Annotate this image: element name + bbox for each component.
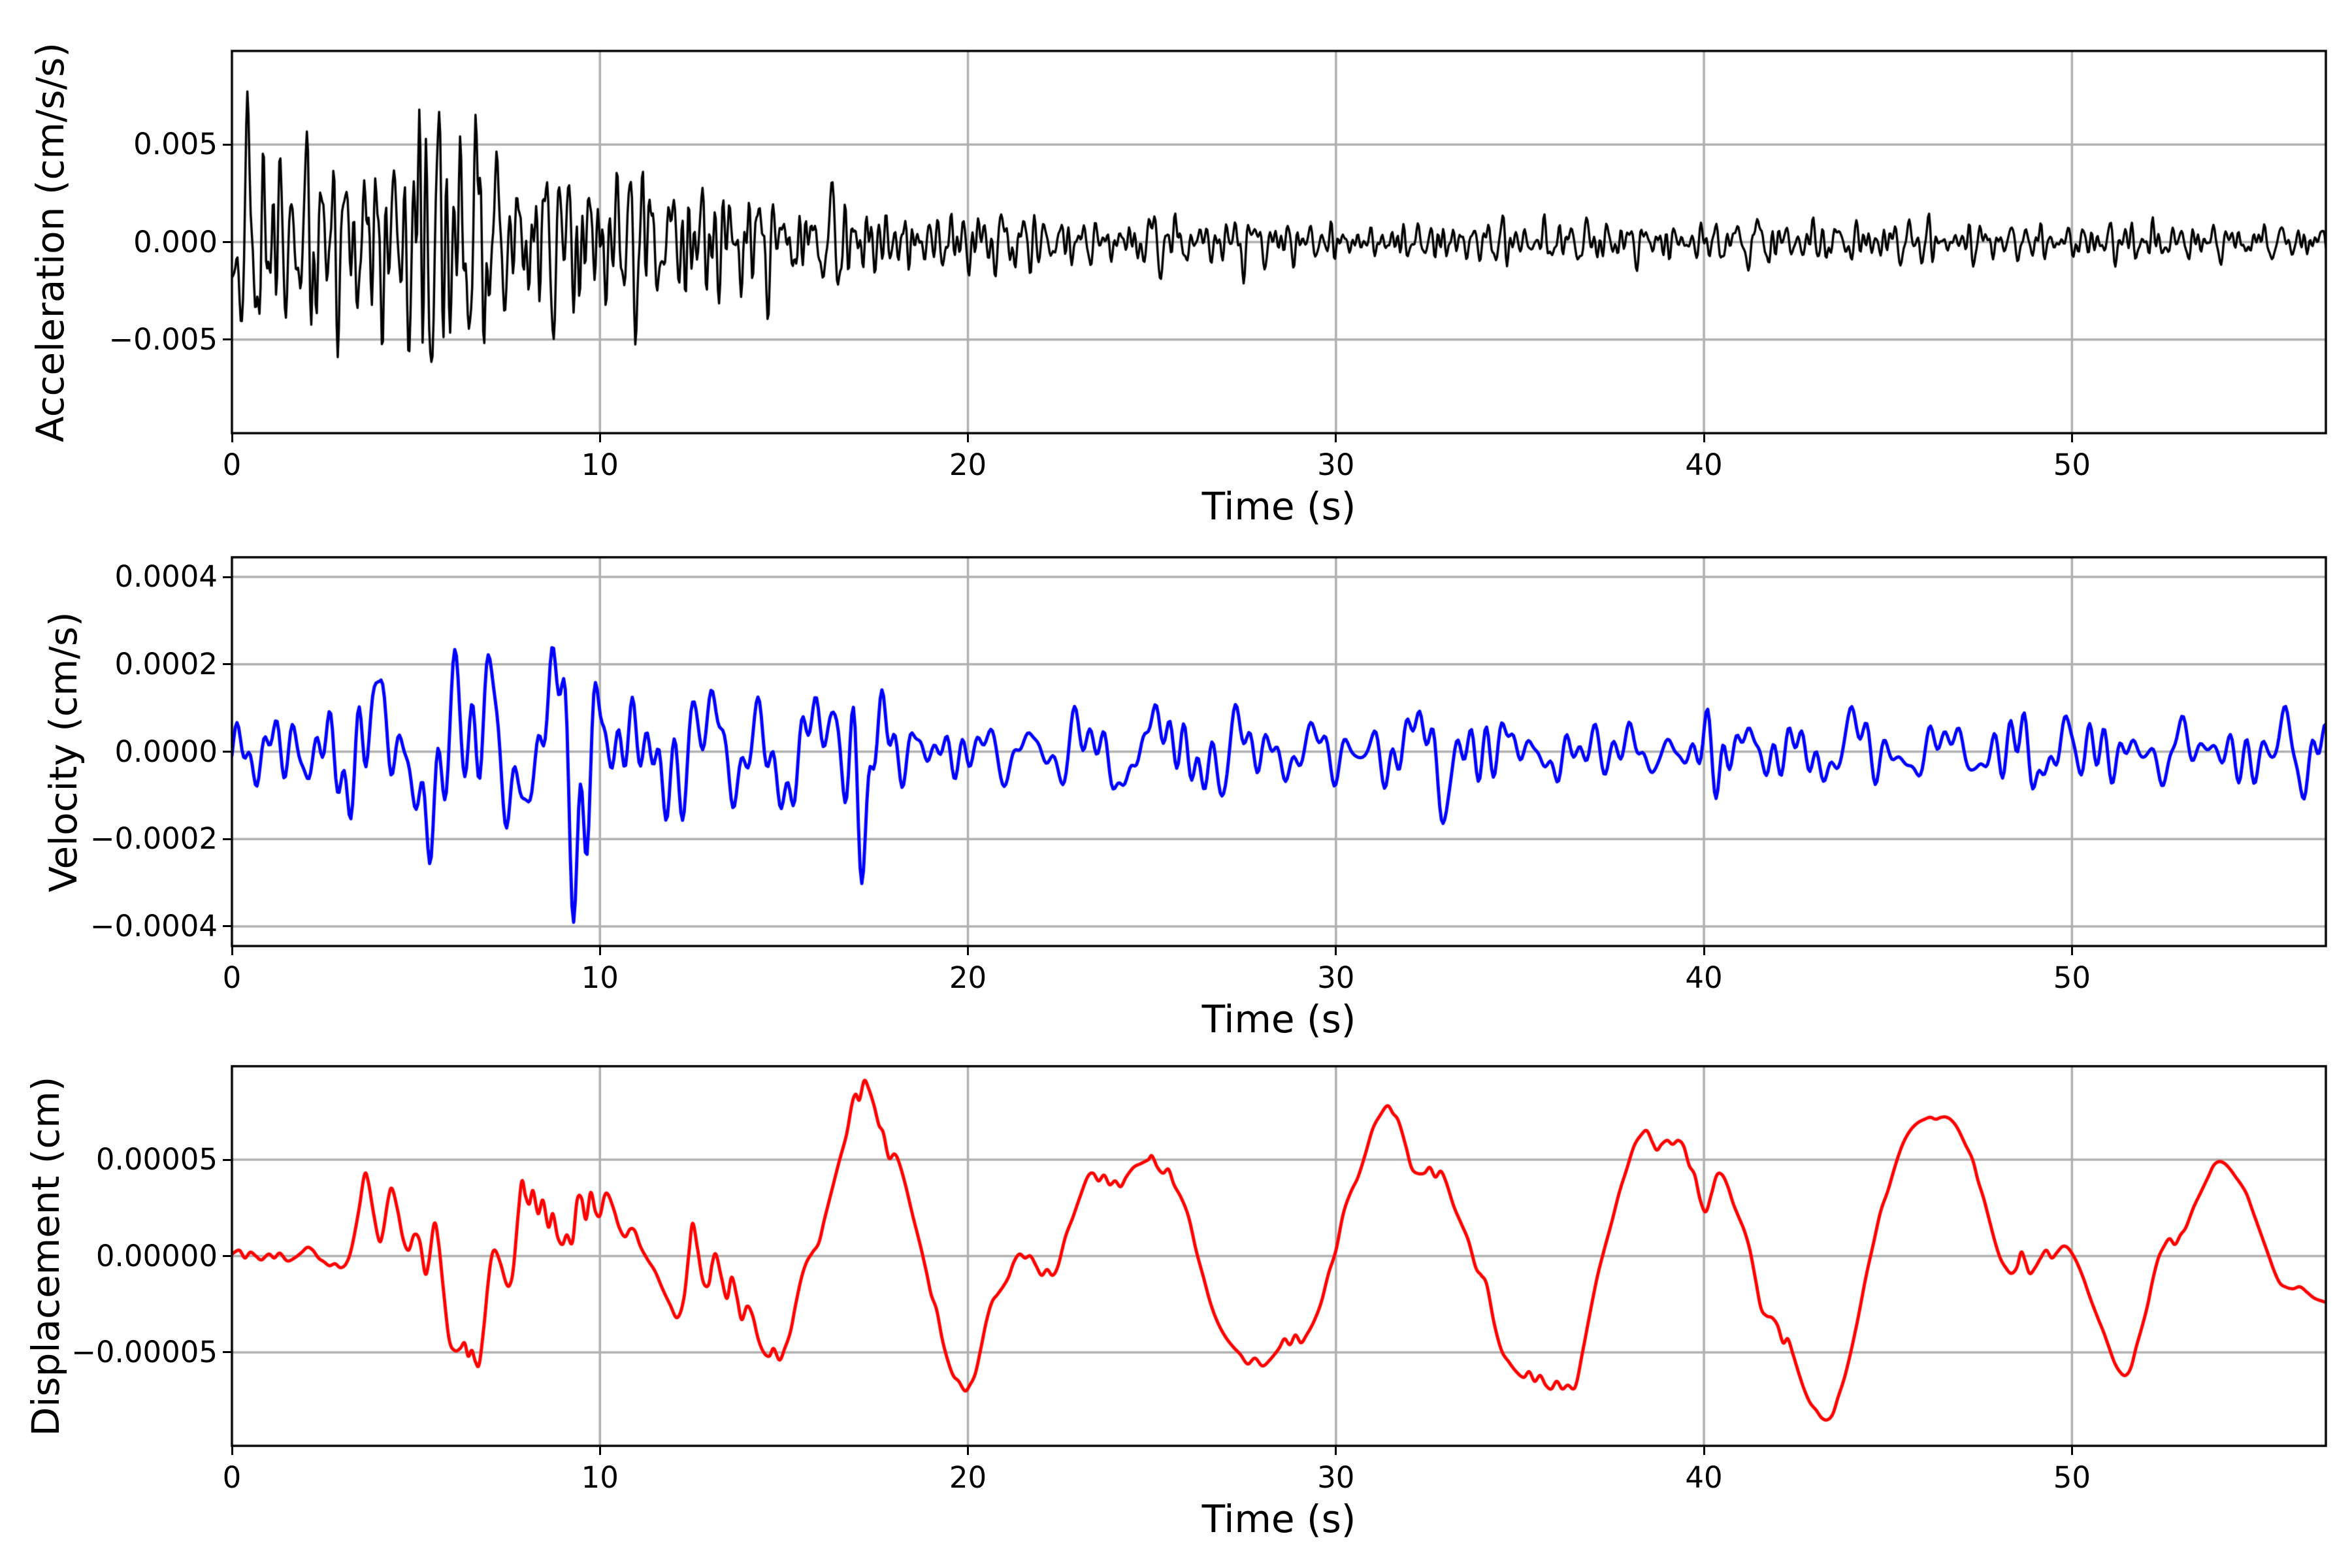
y-tick [223,1158,232,1161]
x-tick-label: 50 [2053,960,2091,995]
x-tick [231,1446,233,1455]
velocity-x-axis-label: Time (s) [1201,997,1356,1041]
y-tick [223,663,232,666]
x-tick [231,433,233,442]
x-tick [1703,1446,1705,1455]
x-tick-label: 40 [1685,448,1723,482]
y-tick-label: −0.0004 [90,908,218,943]
x-tick-label: 10 [581,960,619,995]
y-tick [223,143,232,146]
y-tick [223,751,232,753]
y-tick [223,338,232,341]
acceleration-y-axis-label: Acceleration (cm/s/s) [28,42,73,442]
x-tick [1703,433,1705,442]
acceleration-x-axis-label: Time (s) [1201,484,1356,529]
x-tick [1703,946,1705,955]
x-tick [2070,946,2073,955]
x-tick [598,946,601,955]
x-tick [967,946,970,955]
x-tick-label: 30 [1317,448,1355,482]
x-tick [1335,946,1337,955]
y-tick-label: 0.0004 [114,559,218,595]
y-tick-label: 0.000 [133,224,218,259]
x-tick [1335,1446,1337,1455]
x-tick [598,1446,601,1455]
x-tick-label: 40 [1685,1460,1723,1495]
acceleration-trace-canvas [231,50,2327,434]
y-tick [223,241,232,243]
x-tick [598,433,601,442]
x-tick [2070,1446,2073,1455]
x-tick [967,1446,970,1455]
y-tick [223,925,232,928]
y-tick-label: −0.0002 [90,821,218,857]
x-tick-label: 0 [222,960,242,995]
x-tick-label: 30 [1317,960,1355,995]
y-tick [223,1351,232,1354]
velocity-y-axis-label: Velocity (cm/s) [41,611,86,892]
y-tick-label: 0.00000 [95,1238,218,1273]
x-tick [2070,433,2073,442]
x-tick [231,946,233,955]
y-tick [223,838,232,840]
y-tick [223,576,232,578]
displacement-x-axis-label: Time (s) [1201,1497,1356,1541]
y-tick [223,1255,232,1257]
velocity-trace-canvas [231,556,2327,947]
x-tick [967,433,970,442]
x-tick [1335,433,1337,442]
x-tick-label: 20 [949,1460,987,1495]
x-tick-label: 0 [222,448,242,482]
y-tick-label: 0.0000 [114,734,218,769]
y-tick-label: −0.005 [108,321,218,357]
x-tick-label: 20 [949,448,987,482]
y-tick-label: −0.00005 [71,1334,218,1369]
x-tick-label: 30 [1317,1460,1355,1495]
displacement-y-axis-label: Displacement (cm) [24,1076,68,1436]
y-tick-label: 0.00005 [95,1142,218,1177]
x-tick-label: 10 [581,1460,619,1495]
x-tick-label: 40 [1685,960,1723,995]
x-tick-label: 50 [2053,1460,2091,1495]
x-tick-label: 50 [2053,448,2091,482]
displacement-trace-canvas [231,1065,2327,1447]
y-tick-label: 0.0002 [114,646,218,681]
x-tick-label: 0 [222,1460,242,1495]
x-tick-label: 10 [581,448,619,482]
y-tick-label: 0.005 [133,127,218,162]
x-tick-label: 20 [949,960,987,995]
